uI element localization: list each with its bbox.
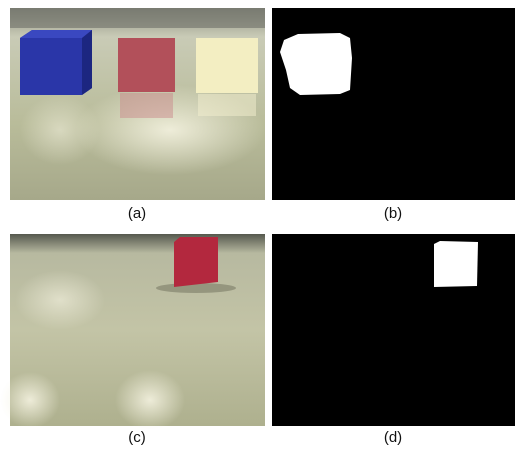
caption: (a): [128, 205, 146, 222]
mask-b: [272, 8, 515, 200]
photo-c: [0, 234, 265, 430]
photo-a: [10, 8, 265, 200]
caption: (c): [128, 429, 146, 446]
mask-d: [272, 234, 515, 426]
caption: (b): [384, 205, 402, 222]
figure: (a) (b) (c) (d): [0, 0, 518, 453]
caption: (d): [384, 429, 402, 446]
